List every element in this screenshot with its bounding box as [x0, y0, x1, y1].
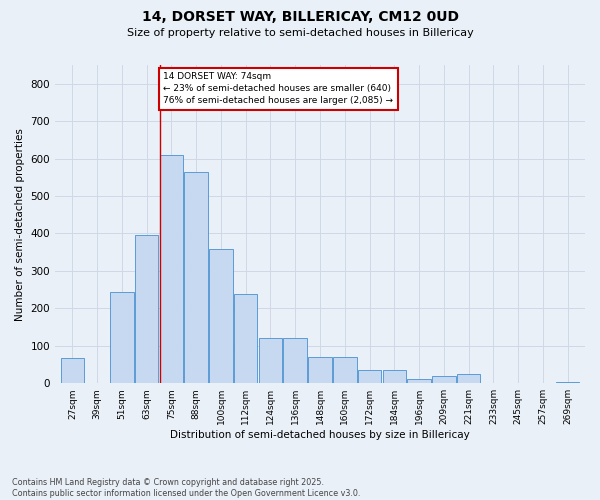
- Bar: [333, 357, 356, 383]
- Bar: [160, 155, 183, 383]
- Bar: [308, 357, 332, 383]
- Bar: [135, 236, 158, 383]
- Bar: [234, 294, 257, 383]
- Text: Size of property relative to semi-detached houses in Billericay: Size of property relative to semi-detach…: [127, 28, 473, 38]
- Bar: [358, 370, 382, 383]
- X-axis label: Distribution of semi-detached houses by size in Billericay: Distribution of semi-detached houses by …: [170, 430, 470, 440]
- Bar: [457, 374, 481, 383]
- Bar: [259, 338, 282, 383]
- Bar: [184, 172, 208, 383]
- Bar: [432, 376, 455, 383]
- Text: 14, DORSET WAY, BILLERICAY, CM12 0UD: 14, DORSET WAY, BILLERICAY, CM12 0UD: [142, 10, 458, 24]
- Bar: [209, 249, 233, 383]
- Bar: [383, 370, 406, 383]
- Bar: [110, 292, 134, 383]
- Bar: [283, 338, 307, 383]
- Text: 14 DORSET WAY: 74sqm
← 23% of semi-detached houses are smaller (640)
76% of semi: 14 DORSET WAY: 74sqm ← 23% of semi-detac…: [163, 72, 393, 105]
- Bar: [407, 380, 431, 383]
- Y-axis label: Number of semi-detached properties: Number of semi-detached properties: [15, 128, 25, 320]
- Bar: [556, 382, 580, 383]
- Text: Contains HM Land Registry data © Crown copyright and database right 2025.
Contai: Contains HM Land Registry data © Crown c…: [12, 478, 361, 498]
- Bar: [61, 358, 84, 383]
